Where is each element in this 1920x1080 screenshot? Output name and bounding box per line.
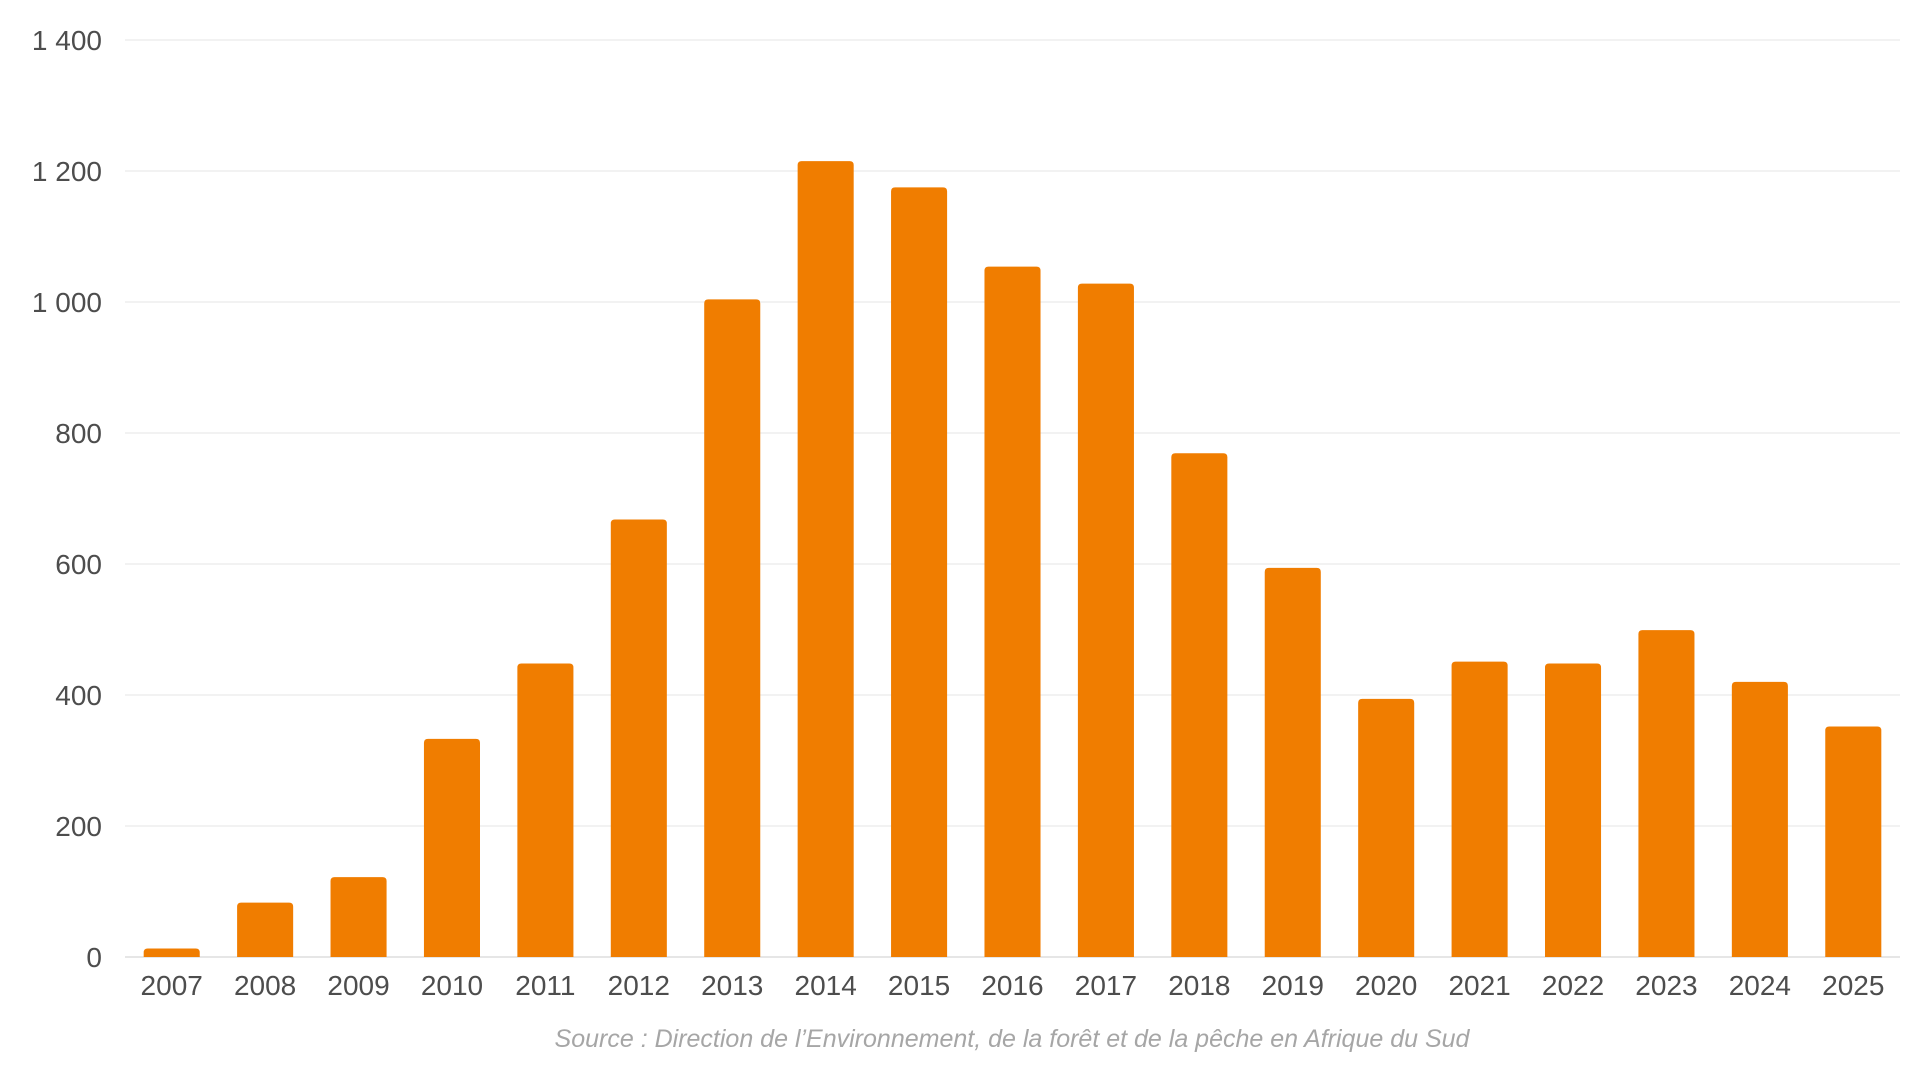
bar-2024 xyxy=(1731,681,1788,957)
y-tick-label: 1 200 xyxy=(32,156,102,187)
x-tick-label-2020: 2020 xyxy=(1355,970,1417,1001)
x-tick-label-2013: 2013 xyxy=(701,970,763,1001)
y-tick-label: 0 xyxy=(86,942,102,973)
bar-2019 xyxy=(1264,567,1321,957)
y-tick-label: 600 xyxy=(55,549,102,580)
x-tick-label-2012: 2012 xyxy=(608,970,670,1001)
x-axis-tick-labels: 2007 2008 2009 2010 2011 2012 2013 2014 2015 2016… xyxy=(141,970,1885,1001)
x-tick-label-2014: 2014 xyxy=(795,970,857,1001)
x-tick-label-2017: 2017 xyxy=(1075,970,1137,1001)
x-tick-label-2018: 2018 xyxy=(1168,970,1230,1001)
bars xyxy=(143,161,1882,958)
x-tick-label-2019: 2019 xyxy=(1262,970,1324,1001)
bar-2012 xyxy=(610,519,667,957)
y-tick-label: 800 xyxy=(55,418,102,449)
bar-2008 xyxy=(237,902,294,957)
x-tick-label-2025: 2025 xyxy=(1822,970,1884,1001)
bar-2007 xyxy=(143,948,200,957)
bar-2020 xyxy=(1358,698,1415,957)
x-tick-label-2009: 2009 xyxy=(327,970,389,1001)
x-tick-label-2024: 2024 xyxy=(1729,970,1791,1001)
y-tick-label: 200 xyxy=(55,811,102,842)
bar-2022 xyxy=(1545,663,1602,957)
bar-2018 xyxy=(1171,453,1228,957)
x-tick-label-2007: 2007 xyxy=(141,970,203,1001)
y-axis-tick-labels: 0 200 400 600 800 1 000 1 200 1 400 xyxy=(32,25,102,973)
x-tick-label-2016: 2016 xyxy=(981,970,1043,1001)
x-tick-label-2015: 2015 xyxy=(888,970,950,1001)
bar-2015 xyxy=(891,187,948,957)
bar-2013 xyxy=(704,299,761,957)
y-tick-label: 1 400 xyxy=(32,25,102,56)
bar-2017 xyxy=(1077,283,1134,957)
bar-2011 xyxy=(517,663,574,957)
bar-2025 xyxy=(1825,726,1882,957)
x-tick-label-2022: 2022 xyxy=(1542,970,1604,1001)
x-tick-label-2008: 2008 xyxy=(234,970,296,1001)
x-tick-label-2010: 2010 xyxy=(421,970,483,1001)
source-note: Source : Direction de l’Environnement, d… xyxy=(555,1025,1471,1053)
bar-2023 xyxy=(1638,630,1695,957)
bar-2014 xyxy=(797,161,854,958)
y-tick-label: 400 xyxy=(55,680,102,711)
x-tick-label-2023: 2023 xyxy=(1635,970,1697,1001)
x-tick-label-2011: 2011 xyxy=(515,970,575,1001)
bar-2016 xyxy=(984,266,1041,957)
y-tick-label: 1 000 xyxy=(32,287,102,318)
bar-2021 xyxy=(1451,661,1508,957)
bar-2010 xyxy=(423,738,480,957)
bar-2009 xyxy=(330,877,387,957)
x-tick-label-2021: 2021 xyxy=(1448,970,1510,1001)
